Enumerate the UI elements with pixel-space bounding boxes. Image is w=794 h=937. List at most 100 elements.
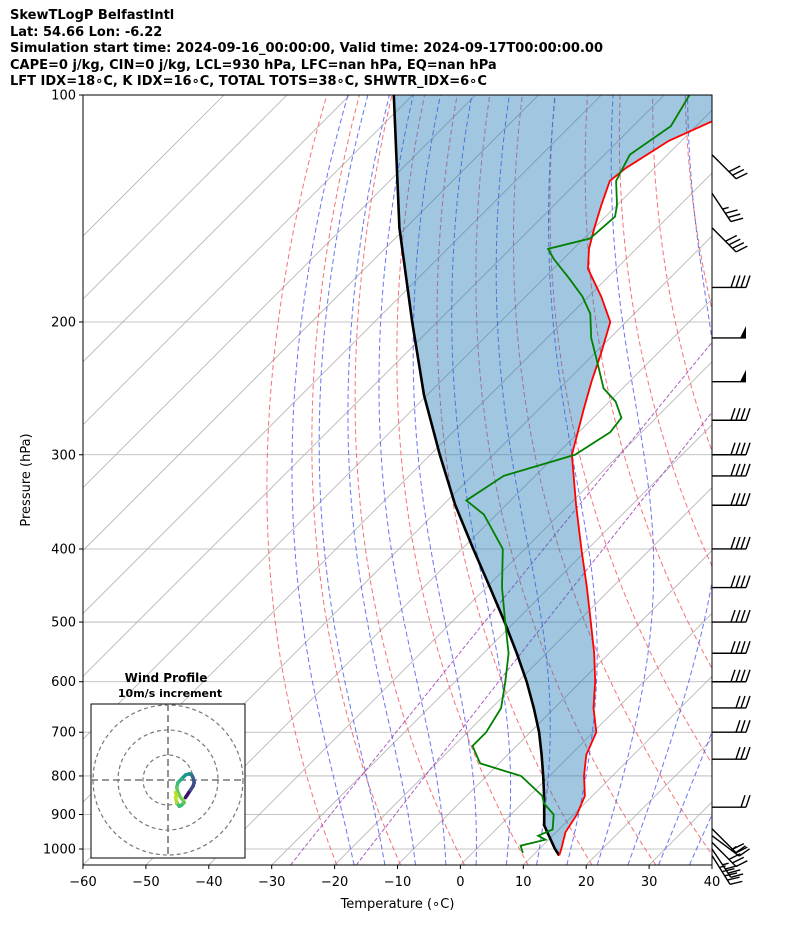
isotherm-line bbox=[83, 95, 413, 426]
dry-adiabat bbox=[513, 95, 712, 856]
isotherm-line bbox=[83, 95, 665, 677]
moist-adiabat bbox=[658, 730, 712, 865]
parcel-profile-line bbox=[392, 95, 561, 857]
x-tick-label: 0 bbox=[456, 875, 464, 890]
chart-title-block: SkewTLogP BelfastIntl Lat: 54.66 Lon: -6… bbox=[10, 8, 603, 91]
dry-adiabat bbox=[549, 95, 712, 765]
wind-barb bbox=[712, 408, 751, 421]
x-tick-label: 10 bbox=[515, 875, 532, 890]
dry-adiabat bbox=[354, 95, 465, 865]
y-tick-label: 200 bbox=[51, 315, 76, 330]
hodograph-segment bbox=[173, 790, 179, 797]
hodograph-title: Wind Profile bbox=[125, 671, 208, 685]
temperature-line bbox=[558, 120, 712, 856]
wind-barb bbox=[711, 227, 748, 253]
moist-adiabat bbox=[596, 95, 655, 865]
wind-barb bbox=[712, 720, 751, 733]
wind-barb bbox=[712, 442, 751, 456]
moist-adiabat bbox=[291, 95, 355, 865]
wind-barb bbox=[712, 669, 751, 683]
dry-adiabat bbox=[311, 95, 402, 865]
isotherm-line bbox=[83, 109, 712, 740]
y-tick-label: 100 bbox=[51, 89, 76, 104]
y-tick-label: 300 bbox=[51, 448, 76, 463]
x-tick-label: −10 bbox=[384, 875, 411, 890]
wind-barb bbox=[712, 326, 746, 339]
wind-barb bbox=[712, 794, 751, 808]
isotherm-line bbox=[208, 361, 712, 865]
x-tick-label: −30 bbox=[258, 875, 285, 890]
y-tick-label: 400 bbox=[51, 542, 76, 557]
hodograph-plot bbox=[91, 704, 245, 858]
y-tick-label: 900 bbox=[51, 808, 76, 823]
wind-barb bbox=[712, 536, 751, 550]
dry-adiabat bbox=[266, 95, 338, 865]
mixing-ratio-line bbox=[355, 411, 712, 865]
x-tick-label: −20 bbox=[321, 875, 348, 890]
wind-barb bbox=[711, 154, 748, 180]
x-tick-label: 30 bbox=[641, 875, 658, 890]
moist-adiabat bbox=[720, 95, 794, 865]
isotherm-line bbox=[271, 424, 712, 865]
wind-barb bbox=[712, 275, 751, 289]
isotherm-line bbox=[83, 95, 476, 489]
cape-line: CAPE=0 j/kg, CIN=0 j/kg, LCL=930 hPa, LF… bbox=[10, 57, 497, 73]
x-tick-label: −50 bbox=[132, 875, 159, 890]
location-line: Lat: 54.66 Lon: -6.22 bbox=[10, 24, 163, 40]
isotherm-line bbox=[145, 298, 712, 865]
wind-barb bbox=[711, 848, 744, 878]
y-tick-label: 700 bbox=[51, 726, 76, 741]
dry-adiabat bbox=[618, 95, 712, 568]
wind-barb bbox=[711, 835, 750, 857]
dry-adiabat bbox=[436, 95, 593, 865]
wind-barb bbox=[712, 493, 751, 506]
wind-barb bbox=[711, 855, 743, 886]
dry-adiabat bbox=[584, 95, 712, 670]
y-axis-label: Pressure (hPa) bbox=[19, 433, 34, 526]
wind-barb bbox=[712, 695, 751, 709]
wind-barb bbox=[712, 746, 751, 760]
isotherm-line bbox=[397, 549, 712, 865]
isotherm-line bbox=[460, 612, 712, 865]
chart-title: SkewTLogP BelfastIntl bbox=[10, 8, 175, 23]
x-tick-label: 40 bbox=[704, 875, 721, 890]
x-tick-label: 20 bbox=[578, 875, 595, 890]
isotherm-line bbox=[83, 95, 539, 552]
wind-barb bbox=[712, 641, 751, 654]
isotherm-line bbox=[334, 487, 712, 865]
moist-adiabat bbox=[412, 95, 477, 865]
mixing-ratio-line bbox=[290, 341, 712, 865]
dry-adiabat bbox=[750, 95, 794, 865]
x-tick-label: −40 bbox=[195, 875, 222, 890]
isotherm-line bbox=[83, 95, 225, 237]
wind-barb bbox=[712, 463, 751, 477]
y-tick-label: 800 bbox=[51, 769, 76, 784]
time-line: Simulation start time: 2024-09-16_00:00:… bbox=[10, 41, 603, 56]
y-tick-label: 500 bbox=[51, 616, 76, 631]
wind-barb bbox=[712, 575, 751, 589]
moist-adiabat bbox=[347, 95, 416, 865]
isotherm-line bbox=[648, 801, 712, 865]
isotherm-line bbox=[585, 738, 712, 865]
moist-adiabat bbox=[548, 95, 598, 865]
moist-adiabat bbox=[378, 95, 447, 865]
y-tick-label: 600 bbox=[51, 675, 76, 690]
wind-barb bbox=[712, 609, 751, 623]
x-tick-label: −60 bbox=[69, 875, 96, 890]
index-line: LFT IDX=18∘C, K IDX=16∘C, TOTAL TOTS=38∘… bbox=[10, 74, 487, 89]
dewpoint-line bbox=[464, 95, 691, 854]
y-tick-label: 1000 bbox=[43, 843, 76, 858]
moist-adiabat bbox=[318, 95, 386, 865]
isotherm-line bbox=[83, 95, 351, 363]
dry-adiabat bbox=[718, 95, 794, 865]
moist-adiabat bbox=[627, 95, 712, 865]
cape-cin-shading bbox=[393, 95, 712, 856]
wind-barb bbox=[711, 192, 744, 223]
wind-barb bbox=[711, 828, 748, 854]
dry-adiabat bbox=[396, 95, 529, 865]
wind-barb bbox=[712, 369, 746, 383]
isotherm-line bbox=[83, 95, 288, 300]
dry-adiabat bbox=[783, 95, 794, 865]
x-axis-label: Temperature (∘C) bbox=[340, 897, 455, 912]
